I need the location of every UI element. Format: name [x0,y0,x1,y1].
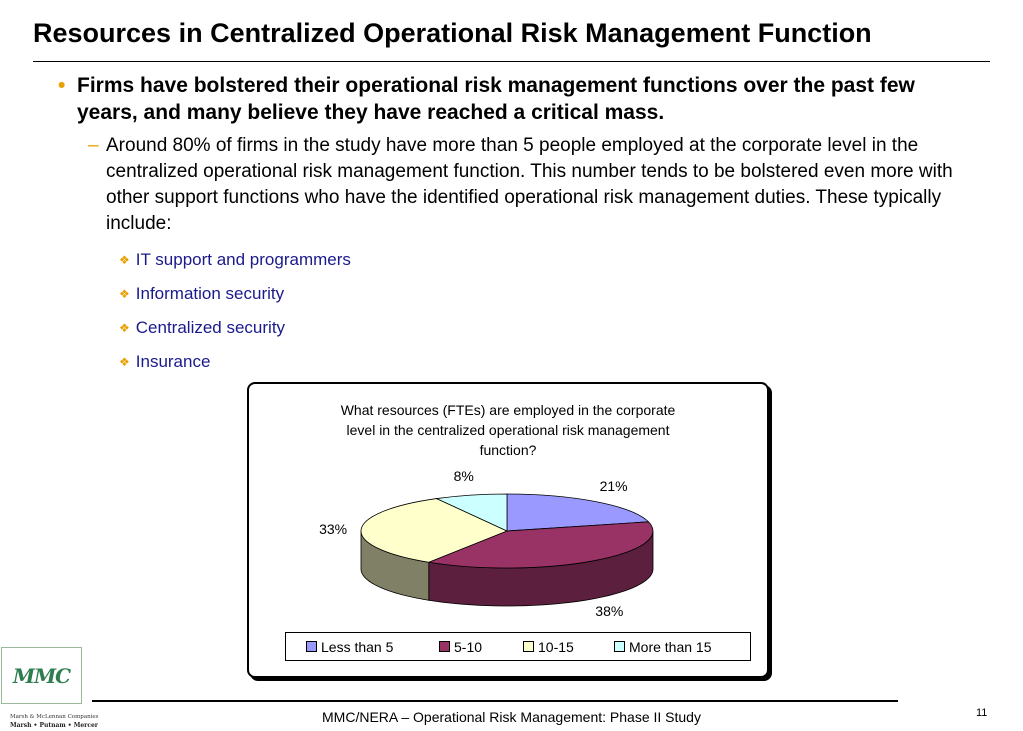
legend-item: More than 15 [614,639,712,655]
legend-swatch [614,641,625,652]
pie-slice-more-than-15 [435,493,508,532]
pie-data-label: 38% [595,603,623,619]
chart-title-line: What resources (FTEs) are employed in th… [340,402,676,418]
list-item-text: Information security [135,284,285,303]
pie-slice-less-than-5 [506,493,650,532]
main-bullet-text: Firms have bolstered their operational r… [77,74,915,124]
legend-swatch [523,641,534,652]
legend-item: 5-10 [439,639,482,655]
diamond-bullet-icon: ❖ [119,253,130,267]
legend-item: 10-15 [523,639,574,655]
sub-bullet-text: Around 80% of firms in the study have mo… [106,135,953,234]
bullet-marker: • [58,74,66,97]
legend-label: 10-15 [538,639,574,655]
list-item: ❖ Insurance [119,352,210,372]
legend-label: Less than 5 [321,639,394,655]
legend-swatch [306,641,317,652]
sub-bullet: – Around 80% of firms in the study have … [88,133,978,237]
list-item-text: Insurance [135,352,211,371]
chart-title: What resources (FTEs) are employed in th… [249,400,767,460]
footer-text: MMC/NERA – Operational Risk Management: … [322,709,701,725]
chart-frame: What resources (FTEs) are employed in th… [247,382,769,678]
footer-divider [92,700,898,702]
legend-label: 5-10 [454,639,483,655]
pie-data-label: 33% [319,521,347,537]
slide-title: Resources in Centralized Operational Ris… [33,18,872,48]
list-item: ❖ Centralized security [119,318,285,338]
chart-legend: Less than 5 5-10 10-15 More than 15 [285,632,751,661]
list-item: ❖ Information security [119,284,284,304]
legend-label: More than 15 [629,639,712,655]
pie-data-label: 21% [600,478,628,494]
title-divider [33,61,990,62]
pie-data-label: 8% [454,468,474,484]
main-bullet: • Firms have bolstered their operational… [58,72,978,126]
list-item: ❖ IT support and programmers [119,250,351,270]
chart-title-line: level in the centralized operational ris… [346,422,670,438]
logo-mark: MMC [12,664,71,688]
legend-item: Less than 5 [306,639,393,655]
pie-chart: 21% 38% 33% 8% [319,468,654,619]
pie-slice-5-10 [427,521,654,569]
page-number: 11 [976,707,988,719]
mmc-logo: MMC [1,647,82,704]
diamond-bullet-icon: ❖ [119,287,130,301]
diamond-bullet-icon: ❖ [119,355,130,369]
list-item-text: IT support and programmers [135,250,351,269]
dash-marker: – [88,135,99,156]
list-item-text: Centralized security [135,318,286,337]
logo-subsidiaries: Marsh • Putnam • Mercer [10,722,98,729]
legend-swatch [439,641,450,652]
diamond-bullet-icon: ❖ [119,321,130,335]
logo-company-name: Marsh & McLennan Companies [10,714,99,720]
chart-title-line: function? [479,442,537,458]
